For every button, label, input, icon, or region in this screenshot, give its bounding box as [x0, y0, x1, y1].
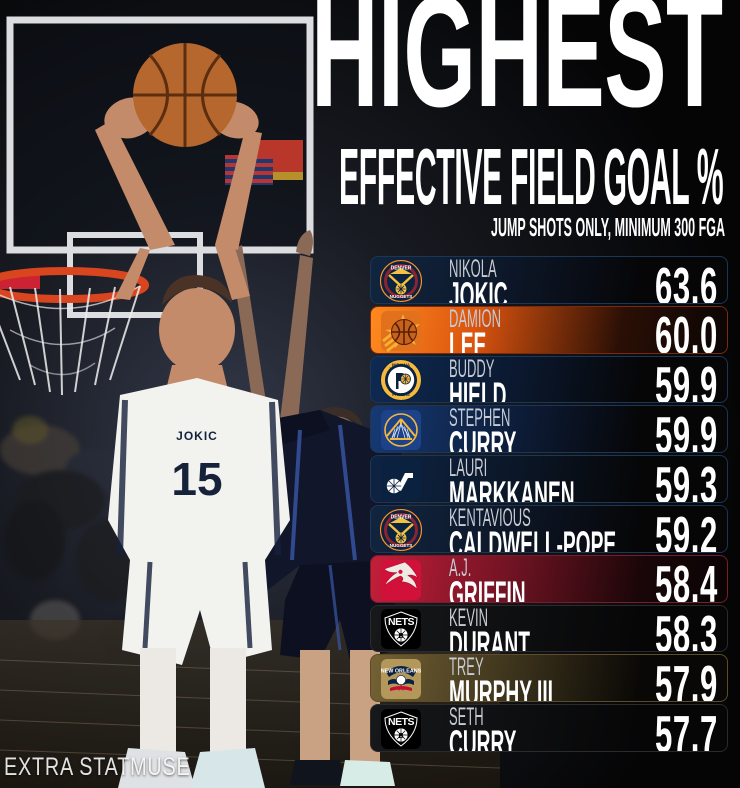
svg-text:JOKIC: JOKIC: [176, 429, 218, 443]
svg-text:15: 15: [171, 453, 222, 505]
